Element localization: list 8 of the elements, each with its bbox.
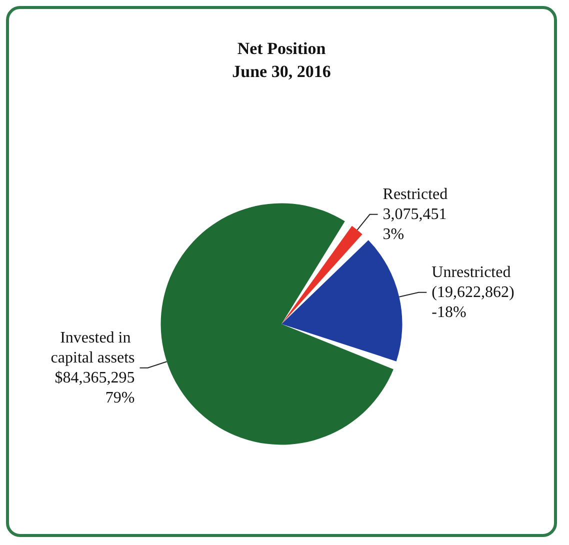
- data-label: $84,365,295 79%: [54, 369, 135, 406]
- data-label: 3,075,451 3%: [382, 206, 447, 243]
- chart-title: Net Position: [237, 39, 326, 58]
- slice-label: Restricted: [382, 186, 448, 203]
- chart-subtitle: June 30, 2016: [232, 62, 331, 81]
- slice-label: Invested in capital assets: [50, 329, 135, 366]
- data-label: (19,622,862) -18%: [432, 284, 514, 321]
- slice-label: Unrestricted: [432, 264, 511, 281]
